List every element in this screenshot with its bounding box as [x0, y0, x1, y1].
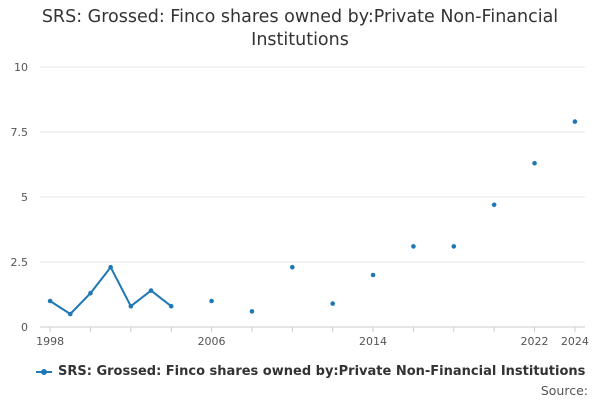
data-point[interactable]: [370, 272, 376, 278]
chart-title-line-1: SRS: Grossed: Finco shares owned by:Priv…: [41, 7, 559, 27]
data-point[interactable]: [47, 298, 53, 304]
x-tick-label: 2024: [561, 335, 589, 348]
y-tick-label: 7.5: [11, 126, 29, 139]
legend-swatch: [36, 368, 52, 375]
data-point[interactable]: [249, 309, 255, 314]
data-point[interactable]: [491, 202, 497, 208]
x-tick-label: 2006: [198, 335, 226, 348]
data-point[interactable]: [88, 290, 93, 296]
grid-lines: [40, 66, 585, 263]
y-tick-label: 5: [21, 191, 28, 204]
chart-title-line-2: Institutions: [251, 30, 349, 50]
data-point[interactable]: [108, 264, 113, 270]
series-layer: [47, 119, 578, 317]
data-point[interactable]: [330, 301, 335, 306]
y-tick-label: 2.5: [11, 256, 29, 269]
data-point[interactable]: [290, 264, 295, 270]
y-tick-label: 0: [21, 321, 28, 334]
data-point[interactable]: [128, 303, 134, 309]
data-point[interactable]: [67, 311, 73, 317]
x-tick-label: 1998: [36, 335, 64, 348]
chart-title: SRS: Grossed: Finco shares owned by:Priv…: [0, 6, 600, 52]
legend-label: SRS: Grossed: Finco shares owned by:Priv…: [58, 364, 586, 379]
y-tick-label: 10: [14, 61, 28, 74]
x-tick-label: 2014: [359, 335, 387, 348]
source-label: Source:: [540, 383, 588, 398]
axes: 0 2.5 5 7.5 10 1998 2006 2014 2022 2024: [11, 61, 589, 348]
data-point[interactable]: [572, 119, 578, 124]
data-point[interactable]: [209, 298, 214, 304]
data-point[interactable]: [532, 160, 537, 166]
data-point[interactable]: [451, 244, 457, 249]
data-point[interactable]: [168, 303, 174, 309]
x-tick-label: 2022: [521, 335, 549, 348]
data-point[interactable]: [148, 288, 154, 293]
data-point[interactable]: [411, 244, 416, 249]
legend[interactable]: SRS: Grossed: Finco shares owned by:Priv…: [36, 364, 585, 379]
